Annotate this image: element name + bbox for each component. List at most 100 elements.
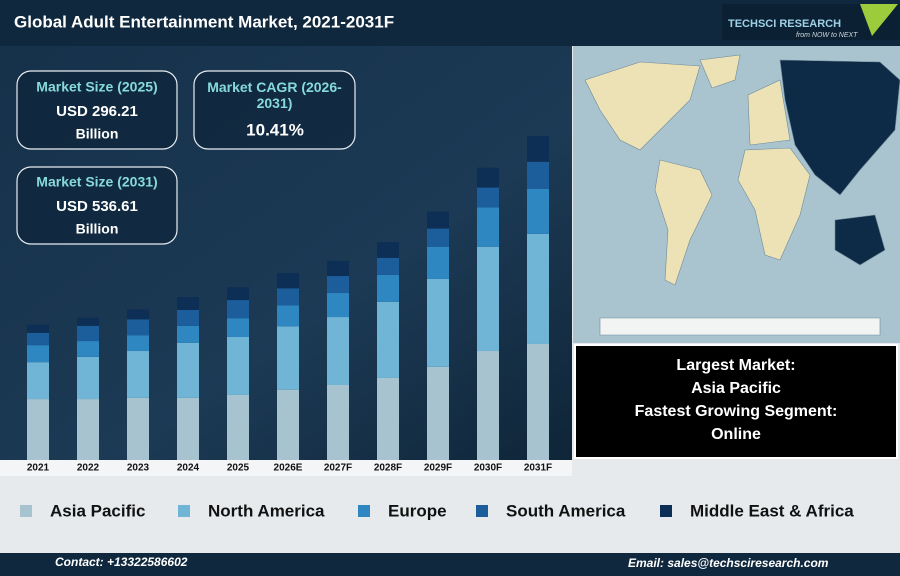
- bar-segment: [177, 397, 199, 460]
- bar-segment: [477, 167, 499, 188]
- north-america: [584, 61, 701, 151]
- bar-segment: [27, 345, 49, 363]
- bar-segment: [477, 207, 499, 247]
- bar-segment: [427, 228, 449, 247]
- info-box: [16, 70, 178, 150]
- bar-segment: [227, 300, 249, 319]
- x-tick-label: 2027F: [324, 463, 352, 474]
- logo-bg: [722, 4, 900, 40]
- bar-segment: [177, 297, 199, 311]
- highlight: Largest Market:: [676, 357, 795, 374]
- bar-segment: [377, 257, 399, 275]
- x-tick-label: 2025: [227, 463, 250, 474]
- legend-label: Middle East & Africa: [690, 501, 854, 520]
- highlight: Fastest Growing Segment:: [635, 403, 838, 420]
- bar-segment: [27, 324, 49, 333]
- x-tick-label: 2021: [27, 463, 50, 474]
- legend-label: North America: [208, 501, 325, 520]
- info-label: Market Size (2025): [36, 79, 157, 95]
- highlight: Asia Pacific: [691, 380, 781, 397]
- greenland: [699, 54, 741, 89]
- bar-segment: [327, 385, 349, 460]
- bar-segment: [127, 335, 149, 352]
- info-label: Market CAGR (2026-2031): [207, 79, 342, 111]
- bar-segment: [377, 274, 399, 302]
- logo-mark: [860, 4, 898, 36]
- bar-segment: [127, 351, 149, 398]
- legend-label: South America: [506, 501, 626, 520]
- map-land: [584, 54, 900, 336]
- bar-segment: [127, 397, 149, 460]
- bar-segment: [427, 246, 449, 279]
- europe: [747, 79, 791, 146]
- bar-segment: [527, 233, 549, 344]
- south-america: [654, 159, 713, 286]
- logo-tagline: from NOW to NEXT: [796, 32, 858, 39]
- bar-segment: [177, 342, 199, 398]
- info-unit: Billion: [76, 221, 119, 237]
- bar-segment: [227, 287, 249, 301]
- bar-segment: [77, 399, 99, 460]
- axis-band: [0, 460, 572, 476]
- antarctica: [599, 317, 881, 336]
- info-label-wrap: Market CAGR (2026-2031): [207, 79, 342, 111]
- info-value: USD 296.21: [56, 103, 138, 120]
- footer-email: Email: sales@techsciresearch.com: [628, 556, 829, 570]
- bar-segment: [327, 260, 349, 277]
- bar-segment: [77, 325, 99, 342]
- x-tick-label: 2026E: [274, 463, 303, 474]
- x-tick-label: 2028F: [374, 463, 402, 474]
- bar-segment: [177, 325, 199, 343]
- bar-segment: [177, 310, 199, 326]
- logo: TECHSCI RESEARCH: [728, 18, 841, 30]
- bar-segment: [477, 351, 499, 460]
- asia: [779, 59, 900, 196]
- bar-segment: [77, 317, 99, 326]
- info-box: [16, 166, 178, 245]
- bar-segment: [27, 362, 49, 400]
- x-tick-label: 2022: [77, 463, 100, 474]
- bar-segment: [527, 188, 549, 234]
- australia: [834, 214, 886, 266]
- legend-swatch: [660, 505, 672, 517]
- info-value: USD 536.61: [56, 198, 138, 215]
- bar-segment: [277, 273, 299, 289]
- bar-segment: [477, 246, 499, 352]
- bar-segment: [227, 336, 249, 395]
- legend-swatch: [476, 505, 488, 517]
- bar-segment: [327, 293, 349, 318]
- bar-segment: [527, 136, 549, 162]
- footer-contact: Contact: +13322586602: [55, 555, 188, 569]
- info-box: [193, 70, 356, 150]
- legend-label: Asia Pacific: [50, 501, 145, 520]
- bar-segment: [277, 326, 299, 390]
- bar-segment: [77, 356, 99, 400]
- legend-swatch: [20, 505, 32, 517]
- x-tick-label: 2030F: [474, 463, 502, 474]
- info-value: 10.41%: [246, 120, 304, 139]
- x-tick-label: 2023: [127, 463, 150, 474]
- bar-segment: [327, 276, 349, 294]
- info-unit: Billion: [76, 126, 119, 142]
- title: Global Adult Entertainment Market, 2021-…: [14, 12, 394, 31]
- africa: [737, 147, 811, 261]
- bar-segment: [77, 341, 99, 357]
- bar-segment: [427, 211, 449, 229]
- bar-segment: [327, 317, 349, 386]
- bar-segment: [527, 161, 549, 189]
- footer-band: [0, 553, 900, 576]
- bar-segment: [427, 278, 449, 367]
- x-tick-label: 2029F: [424, 463, 452, 474]
- legend-swatch: [358, 505, 370, 517]
- x-tick-label: 2031F: [524, 463, 552, 474]
- highlight: Online: [711, 426, 761, 443]
- bar-segment: [127, 309, 149, 320]
- bar-segment: [227, 394, 249, 460]
- bar-segment: [127, 319, 149, 336]
- bar-segment: [27, 332, 49, 346]
- x-tick-label: 2024: [177, 463, 200, 474]
- bar-segment: [477, 187, 499, 208]
- bar-segment: [527, 343, 549, 460]
